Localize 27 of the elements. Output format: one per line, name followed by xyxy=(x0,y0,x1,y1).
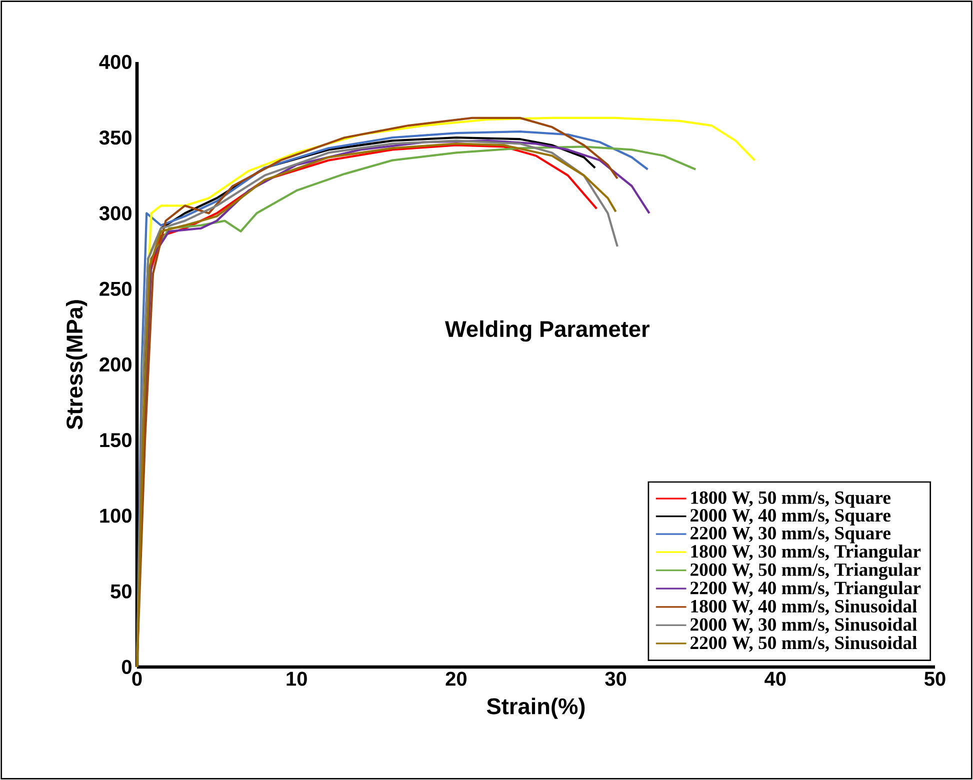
legend-label: 2200 W, 50 mm/s, Sinusoidal xyxy=(690,636,917,652)
legend-title: Welding Parameter xyxy=(444,320,650,342)
x-tick-label: 40 xyxy=(764,672,786,686)
x-tick-label: 0 xyxy=(132,672,142,686)
y-tick-label: 400 xyxy=(99,54,132,70)
legend-label: 2200 W, 40 mm/s, Triangular xyxy=(690,581,921,598)
y-tick-label: 150 xyxy=(100,433,132,448)
y-tick-label: 200 xyxy=(100,357,132,372)
y-tick-label: 350 xyxy=(99,130,132,145)
legend-label: 1800 W, 40 mm/s, Sinusoidal xyxy=(691,599,917,616)
legend-label: 2200 W, 30 mm/s, Square xyxy=(690,526,890,544)
y-axis-title: Stress(MPa) xyxy=(66,300,88,430)
y-tick-label: 100 xyxy=(100,508,132,523)
legend-label: 1800 W, 50 mm/s, Square xyxy=(691,491,890,508)
legend-label: 1800 W, 30 mm/s, Triangular xyxy=(691,544,921,562)
x-tick-label: 20 xyxy=(446,672,466,686)
legend-label: 2000 W, 50 mm/s, Triangular xyxy=(690,562,921,580)
y-tick-label: 50 xyxy=(110,584,132,598)
x-tick-label: 50 xyxy=(924,672,946,686)
y-tick-label: 250 xyxy=(100,282,132,296)
x-tick-label: 30 xyxy=(605,672,626,686)
legend-label: 2000 W, 40 mm/s, Square xyxy=(690,509,890,526)
y-tick-label: 300 xyxy=(99,206,132,220)
legend-label: 2000 W, 30 mm/s, Sinusoidal xyxy=(690,618,917,634)
y-tick-label: 0 xyxy=(122,660,132,674)
x-axis-title: Strain(%) xyxy=(486,698,585,719)
x-tick-label: 10 xyxy=(286,672,307,686)
